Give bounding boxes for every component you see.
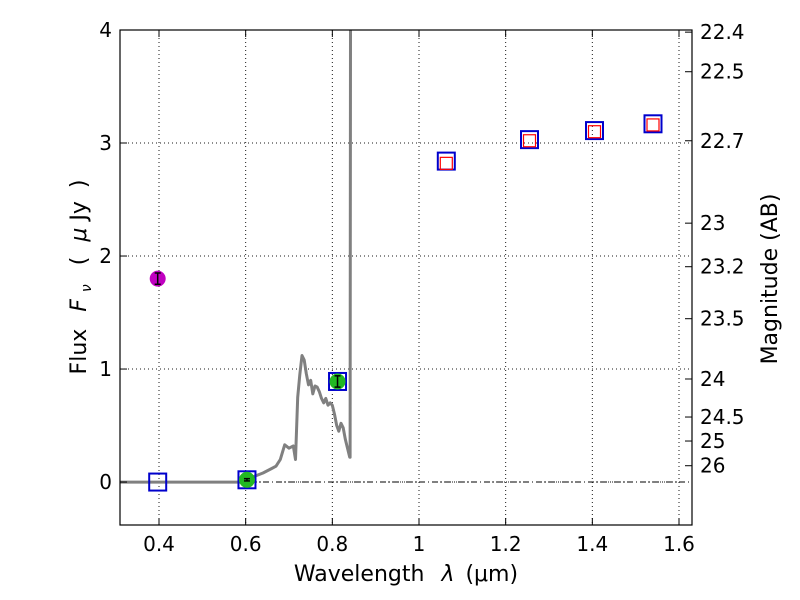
x-axis-title-text: Wavelength [294,562,425,587]
model-photometry-square [328,371,348,391]
x-tick-label: 1.6 [663,532,695,556]
y-axis-title: Flux F ν ( μ Jy ) [67,180,97,375]
y-tick-label: 4 [99,18,112,42]
y-axis-title-symbol-sub: ν [79,284,95,292]
observed-photometry-square [646,118,660,132]
y2-tick-label: 23.5 [700,307,745,331]
y-axis-title-text: Flux [67,329,92,375]
observed-photometry-square [587,125,602,139]
y2-tick-label: 24 [700,367,725,391]
y2-tick-label: 23 [700,211,725,235]
x-axis-title: Wavelength λ (μm) [294,562,518,587]
y2-axis-title: Magnitude (AB) [758,194,783,365]
tick-layer [120,29,692,525]
model-photometry-square [585,121,604,141]
x-axis-title-unit: (μm) [465,562,518,587]
model-photometry-square [520,130,539,150]
y2-tick-label: 22.7 [700,129,745,153]
plot-frame [119,29,693,526]
x-tick-label: 0.4 [143,532,175,556]
y2-tick-label: 23.2 [700,255,745,279]
x-axis-title-symbol: λ [440,562,454,587]
x-tick-label: 0.6 [230,532,262,556]
y2-tick-label: 26 [700,454,725,478]
x-tick-label: 1 [413,532,426,556]
observed-photometry-square [522,134,537,148]
y2-tick-label: 22.4 [700,20,745,44]
y2-tick-label: 24.5 [700,405,745,429]
y2-tick-label: 25 [700,429,725,453]
y-axis-title-unit-mu: μ [67,228,92,243]
y-axis-title-unit-close: ) [67,180,92,189]
y-axis-title-unit-rest: Jy [67,201,92,223]
y-axis-title-symbol: F [67,299,92,312]
model-photometry-square [643,114,663,134]
x-tick-label: 1.2 [490,532,522,556]
observed-photometry-square [439,156,453,170]
y-tick-label: 1 [99,357,112,381]
y-tick-label: 3 [99,131,112,155]
y-axis-title-unit-open: ( [67,257,92,266]
model-photometry-square [148,472,168,492]
x-tick-label: 0.8 [316,532,348,556]
y-tick-label: 2 [99,244,112,268]
model-photometry-square [237,470,257,490]
x-tick-label: 1.4 [576,532,608,556]
model-spectrum-line [120,29,352,484]
series-layer [120,29,663,492]
y2-tick-label: 22.5 [700,60,745,84]
grid-layer [120,29,692,525]
y-tick-label: 0 [99,470,112,494]
